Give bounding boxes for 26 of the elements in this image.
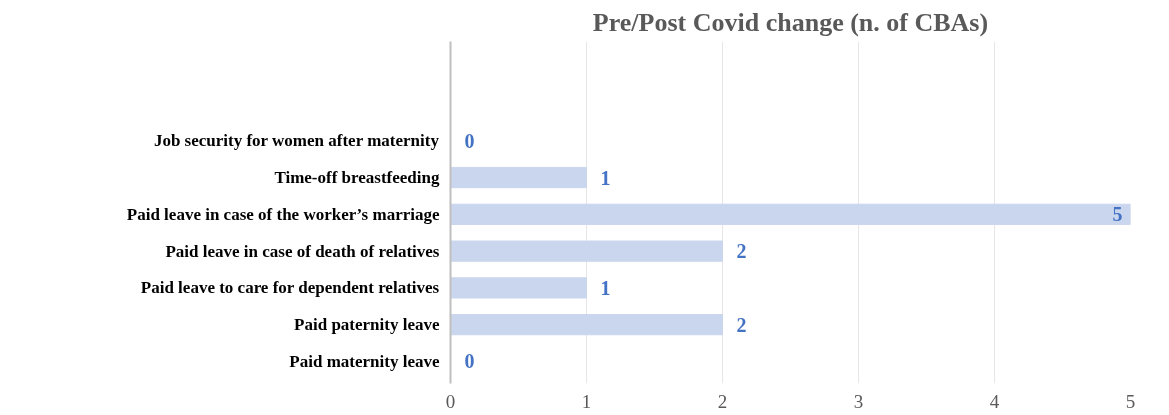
- data-label: 1: [600, 166, 611, 189]
- bar: [450, 240, 723, 262]
- x-tick-label: 5: [1125, 390, 1136, 412]
- x-tick-label: 3: [853, 390, 864, 412]
- x-tick-label: 0: [445, 390, 456, 412]
- data-label: 2: [736, 313, 747, 336]
- y-tick-label: Paid maternity leave: [289, 351, 440, 371]
- x-tick-label: 1: [581, 390, 592, 412]
- data-label: 2: [736, 240, 747, 263]
- x-tick-label: 4: [989, 390, 1000, 412]
- y-tick-label: Paid paternity leave: [294, 315, 440, 335]
- y-tick-label: Paid leave in case of death of relatives: [165, 241, 440, 261]
- x-tick-label: 2: [717, 390, 728, 412]
- bar: [450, 277, 587, 299]
- data-label: 5: [1112, 203, 1123, 226]
- y-tick-label: Paid leave in case of the worker’s marriage: [126, 204, 440, 224]
- data-label: 0: [464, 129, 475, 152]
- chart-title: Pre/Post Covid change (n. of CBAs): [592, 7, 989, 37]
- data-label: 0: [464, 350, 475, 373]
- y-tick-label: Paid leave to care for dependent relatives: [140, 278, 440, 298]
- bar: [450, 314, 723, 336]
- bar: [450, 166, 587, 189]
- y-tick-label: Time-off breastfeeding: [274, 168, 440, 188]
- y-tick-label: Job security for women after maternity: [153, 131, 440, 151]
- bar: [450, 203, 1131, 225]
- data-label: 1: [600, 276, 611, 299]
